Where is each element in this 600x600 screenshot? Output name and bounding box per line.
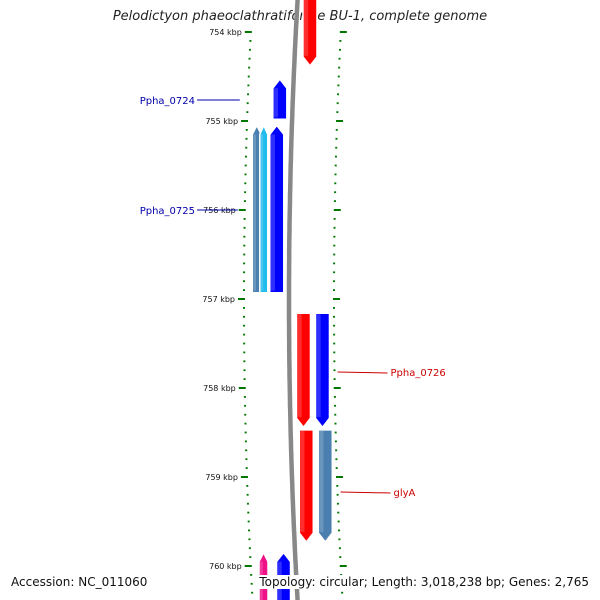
tick-label: 760 kbp <box>209 562 242 571</box>
gene-highlight <box>297 314 302 418</box>
gene-Ppha_0724[interactable] <box>272 77 288 120</box>
gene-label-Ppha_0725: Ppha_0725 <box>140 206 195 217</box>
label-leader <box>340 491 391 494</box>
gene-highlight <box>319 430 324 532</box>
tick-label: 755 kbp <box>205 117 238 126</box>
genome-backbone-arc <box>286 0 300 600</box>
tick-label: 759 kbp <box>205 473 238 482</box>
topology-text: Topology: circular; Length: 3,018,238 bp… <box>257 575 591 589</box>
gene-highlight <box>300 430 305 532</box>
gene-highlight <box>253 134 256 291</box>
gene-highlight <box>260 134 264 291</box>
gene-cds-red-c[interactable] <box>298 429 315 544</box>
gene-label-Ppha_0724: Ppha_0724 <box>140 96 195 107</box>
gene-glyA[interactable] <box>317 429 334 544</box>
gene-Ppha_0725[interactable] <box>269 124 285 294</box>
accession-text: Accession: NC_011060 <box>9 575 150 589</box>
map-title: Pelodictyon phaeoclathratiforme BU-1, co… <box>112 9 488 24</box>
tick-label: 754 kbp <box>209 28 242 37</box>
gene-top-red[interactable] <box>302 0 318 68</box>
gene-labels: Ppha_0724 Ppha_0725 Ppha_0726 glyA <box>140 96 446 499</box>
label-leader <box>337 371 388 374</box>
gene-highlight <box>316 314 321 418</box>
gene-highlight <box>303 0 309 56</box>
gene-label-Ppha_0726: Ppha_0726 <box>390 368 445 379</box>
gene-highlight <box>273 88 279 118</box>
gene-cds-red-b[interactable] <box>295 312 312 429</box>
gene-highlight <box>270 134 275 291</box>
gene-Ppha_0726[interactable] <box>314 312 331 429</box>
tick-label: 758 kbp <box>203 384 236 393</box>
tick-label: 757 kbp <box>202 295 235 304</box>
gene-label-glyA: glyA <box>394 488 416 499</box>
gene-cds-cyan-a[interactable] <box>259 123 269 294</box>
